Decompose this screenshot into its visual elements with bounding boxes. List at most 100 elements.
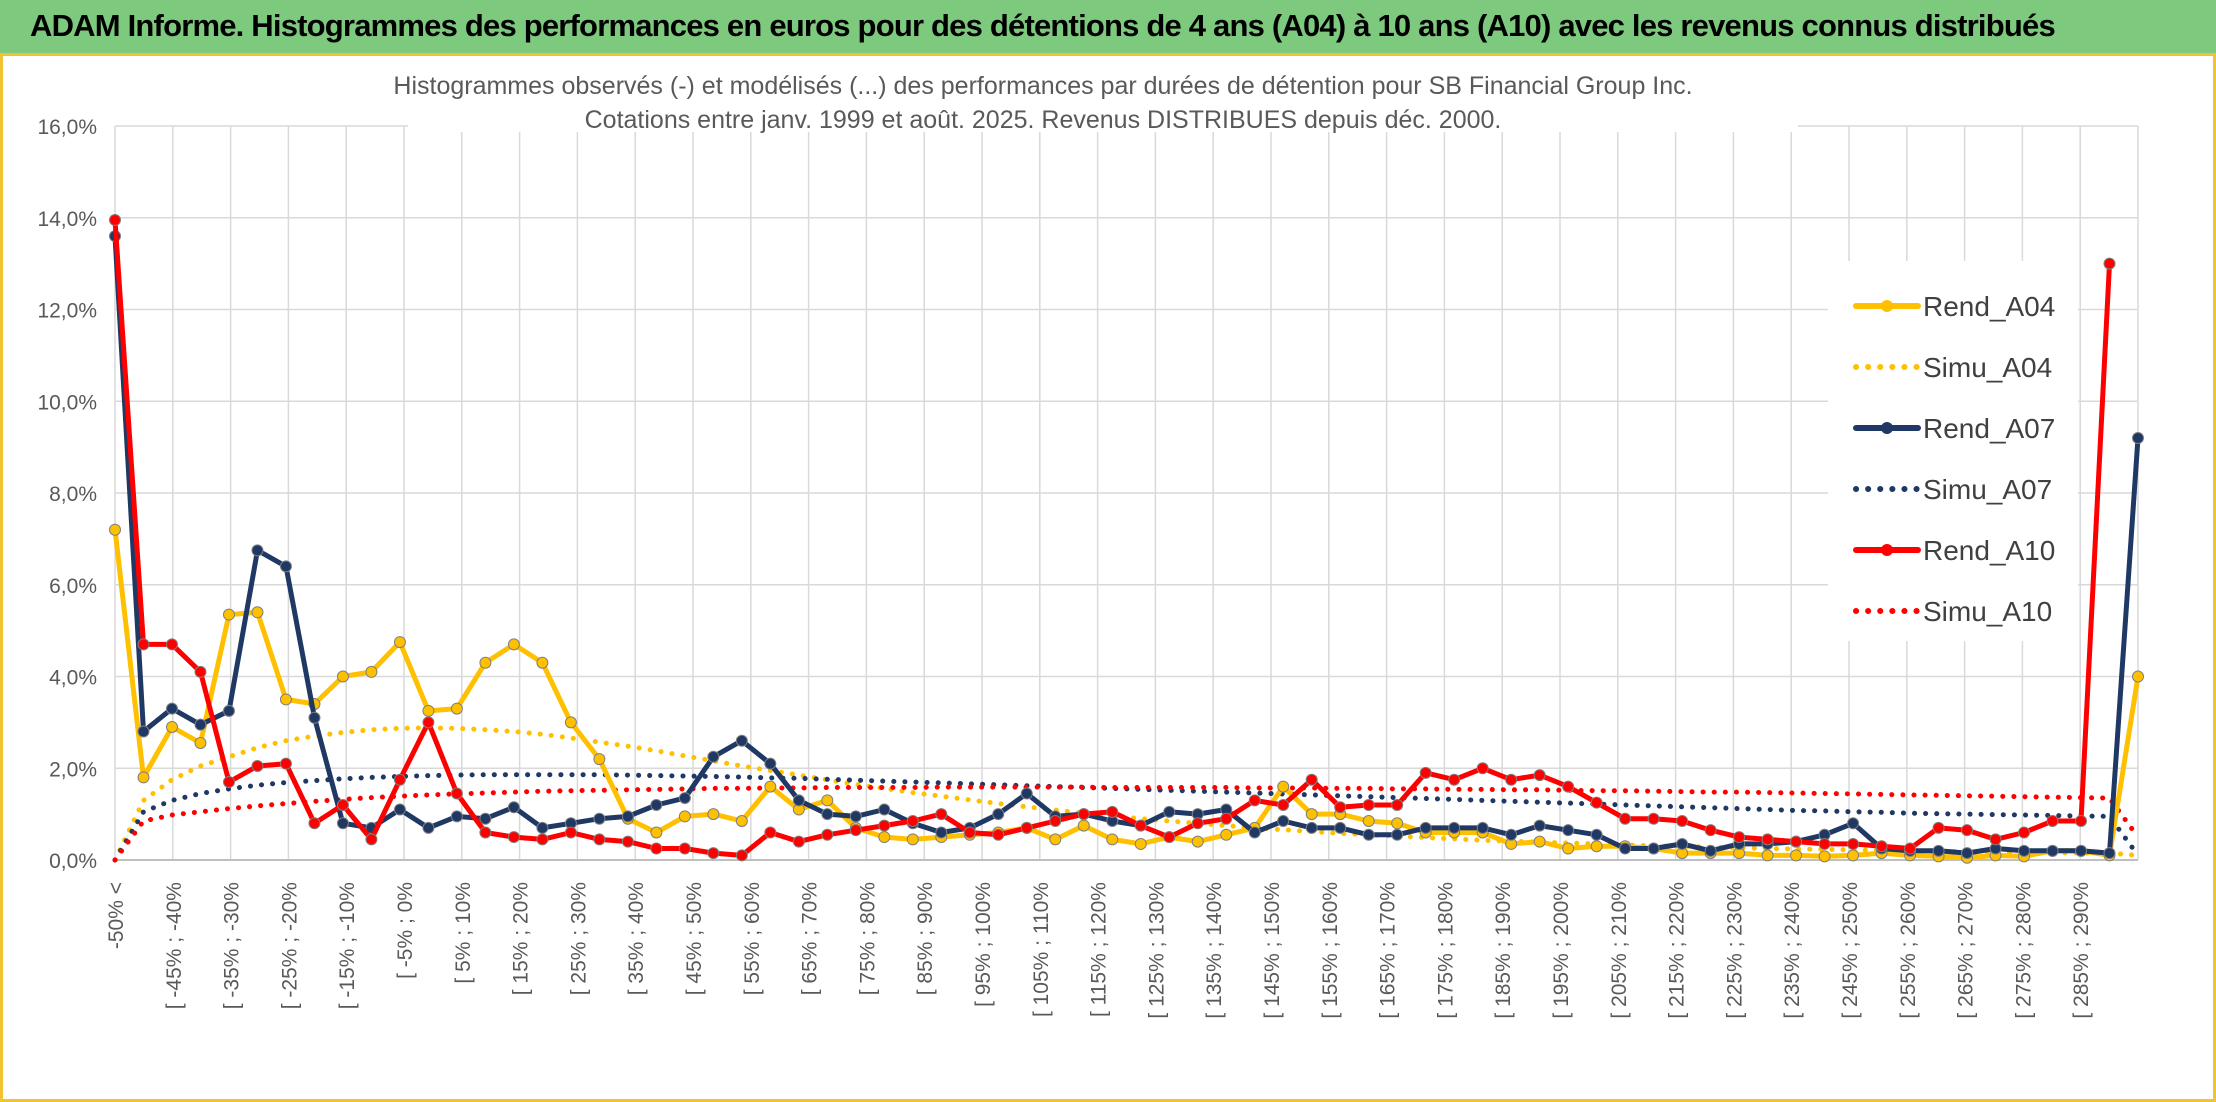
data-point-rend-a10	[1334, 801, 1347, 814]
y-tick-label: 14,0%	[37, 208, 97, 231]
x-tick-label: [ 85% ; 90%	[914, 882, 937, 995]
data-point-rend-a04	[821, 794, 834, 807]
data-point-rend-a07	[2018, 844, 2031, 857]
data-point-rend-a10	[2103, 257, 2116, 270]
data-point-rend-a07	[536, 821, 549, 834]
data-point-rend-a10	[2075, 815, 2088, 828]
data-point-rend-a04	[137, 771, 150, 784]
data-point-rend-a07	[2132, 431, 2144, 444]
data-point-rend-a07	[1277, 815, 1290, 828]
x-tick-label: [ 55% ; 60%	[741, 882, 764, 995]
data-point-rend-a07	[479, 812, 492, 825]
data-point-rend-a10	[1961, 824, 1974, 837]
data-point-rend-a07	[137, 725, 150, 738]
data-point-rend-a10	[393, 773, 406, 786]
data-point-rend-a07	[992, 808, 1005, 821]
data-point-rend-a10	[707, 847, 720, 860]
data-point-rend-a04	[536, 656, 549, 669]
data-point-rend-a10	[308, 817, 321, 830]
x-tick-label: [ 165% ; 170%	[1377, 882, 1400, 1019]
x-tick-label: [ 95% ; 100%	[972, 882, 995, 1007]
x-tick-label: [ 125% ; 130%	[1145, 882, 1168, 1019]
data-point-rend-a07	[2075, 844, 2088, 857]
data-point-rend-a04	[650, 826, 663, 839]
data-point-rend-a10	[422, 716, 435, 729]
x-tick-label: [ 195% ; 200%	[1550, 882, 1573, 1019]
x-tick-label: [ 275% ; 280%	[2012, 882, 2035, 1019]
x-tick-label: [ 265% ; 270%	[1955, 882, 1978, 1019]
data-point-rend-a04	[1391, 817, 1404, 830]
data-point-rend-a04	[194, 737, 207, 750]
data-point-rend-a07	[1704, 844, 1717, 857]
y-tick-label: 6,0%	[49, 575, 97, 598]
data-point-rend-a07	[1562, 824, 1575, 837]
legend-label: Rend_A07	[1923, 413, 2055, 444]
x-tick-label: [ 115% ; 120%	[1088, 882, 1111, 1017]
x-tick-label: [ 75% ; 80%	[856, 882, 879, 995]
data-point-rend-a10	[1647, 812, 1660, 825]
x-tick-label: [ -15% ; -10%	[336, 882, 359, 1009]
data-point-rend-a10	[650, 842, 663, 855]
data-point-rend-a10	[2046, 815, 2059, 828]
y-tick-label: 10,0%	[37, 391, 97, 414]
data-point-rend-a04	[678, 810, 691, 823]
data-point-rend-a04	[1191, 835, 1204, 848]
y-tick-label: 16,0%	[37, 116, 97, 139]
data-point-rend-a07	[165, 702, 178, 715]
data-point-rend-a10	[1875, 840, 1888, 853]
chart-title-group: Histogrammes observés (-) et modélisés (…	[393, 58, 1798, 134]
data-point-rend-a07	[422, 821, 435, 834]
data-point-rend-a10	[621, 835, 634, 848]
data-point-rend-a07	[251, 544, 264, 557]
data-point-rend-a04	[1305, 808, 1318, 821]
data-point-rend-a04	[1277, 780, 1290, 793]
data-point-rend-a07	[1305, 821, 1318, 834]
data-point-rend-a04	[1818, 850, 1831, 863]
x-tick-label: [ 5% ; 10%	[452, 882, 475, 984]
axes: 0,0% 2,0% 4,0% 6,0% 8,0% 10,0% 12,0% 14,0% 16,0%…	[37, 116, 2138, 1019]
data-point-rend-a10	[1220, 812, 1233, 825]
y-tick-label: 2,0%	[49, 758, 97, 781]
data-point-rend-a07	[279, 560, 292, 573]
x-tick-label: [ -35% ; -30%	[221, 882, 244, 1009]
legend-label: Rend_A04	[1923, 291, 2055, 322]
x-tick-label: [ 35% ; 40%	[625, 882, 648, 995]
series-line-simu-a10	[112, 784, 2141, 863]
data-point-rend-a10	[764, 826, 777, 839]
data-point-rend-a07	[1419, 821, 1432, 834]
data-point-rend-a07	[792, 794, 805, 807]
data-point-rend-a04	[1134, 837, 1147, 850]
data-point-rend-a10	[1704, 824, 1717, 837]
x-tick-label: [ 145% ; 150%	[1261, 882, 1284, 1019]
data-point-rend-a04	[735, 815, 748, 828]
legend-marker	[1881, 544, 1893, 556]
data-point-rend-a04	[507, 638, 520, 651]
x-tick-label: [ 185% ; 190%	[1492, 882, 1515, 1019]
legend-label: Simu_A07	[1923, 474, 2052, 505]
data-point-rend-a04	[365, 665, 378, 678]
legend-label: Rend_A10	[1923, 535, 2055, 566]
data-point-rend-a10	[1248, 794, 1261, 807]
data-point-rend-a04	[1220, 828, 1233, 841]
data-point-rend-a04	[279, 693, 292, 706]
data-point-rend-a07	[336, 817, 349, 830]
data-point-rend-a07	[935, 826, 948, 839]
data-point-rend-a10	[1505, 773, 1518, 786]
data-point-rend-a10	[1448, 773, 1461, 786]
data-point-rend-a07	[507, 801, 520, 814]
chart-frame: 0,0% 2,0% 4,0% 6,0% 8,0% 10,0% 12,0% 14,0% 16,0%…	[0, 56, 2216, 1102]
data-point-rend-a10	[1362, 798, 1375, 811]
data-point-rend-a07	[707, 750, 720, 763]
data-point-rend-a10	[1277, 798, 1290, 811]
legend-label: Simu_A10	[1923, 596, 2052, 627]
data-point-rend-a10	[1391, 798, 1404, 811]
data-point-rend-a04	[1106, 833, 1119, 846]
x-tick-label: [ 245% ; 250%	[1839, 882, 1862, 1019]
data-point-rend-a10	[992, 828, 1005, 841]
data-point-rend-a10	[792, 835, 805, 848]
data-point-rend-a10	[1106, 805, 1119, 818]
data-point-rend-a10	[507, 831, 520, 844]
x-tick-label: [ 65% ; 70%	[799, 882, 822, 995]
data-point-rend-a10	[1818, 837, 1831, 850]
data-point-rend-a07	[1619, 842, 1632, 855]
